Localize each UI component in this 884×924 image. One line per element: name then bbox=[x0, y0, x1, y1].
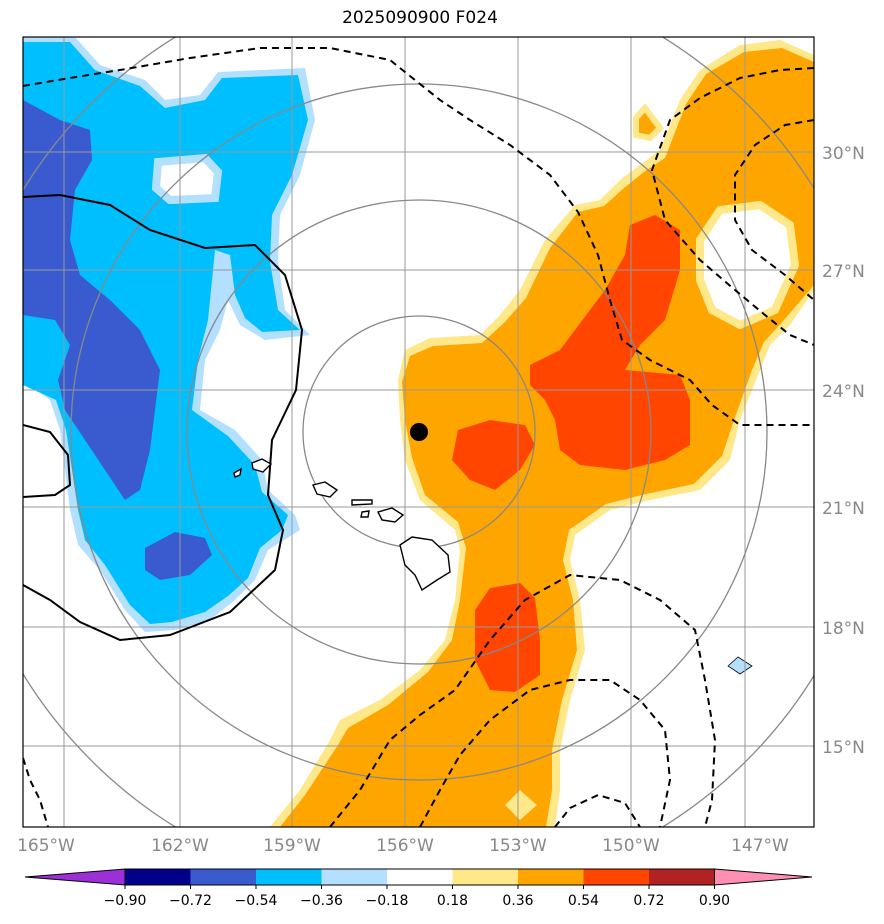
island-coastlines bbox=[233, 458, 451, 592]
colorbar-tick-label: 0.36 bbox=[502, 893, 533, 909]
red-orange-core-mid bbox=[452, 420, 535, 490]
colorbar: −0.90 −0.72 −0.54 −0.36 −0.18 0.18 0.36 0.54 0.7… bbox=[24, 868, 813, 909]
island-big bbox=[399, 536, 451, 592]
colorbar-bin bbox=[583, 869, 649, 885]
lat-ticks: 30°N 27°N 24°N 21°N 18°N 15°N bbox=[822, 144, 865, 758]
white-hole-east bbox=[696, 200, 800, 330]
colorbar-bin bbox=[256, 869, 322, 885]
colorbar-bin bbox=[452, 869, 518, 885]
colorbar-extend-low bbox=[24, 868, 126, 886]
colorbar-outline bbox=[124, 868, 715, 886]
red-orange-core-south bbox=[475, 583, 540, 692]
deep-blue-blob bbox=[145, 532, 212, 580]
island-niihau bbox=[233, 467, 242, 478]
colorbar-bin bbox=[190, 869, 256, 885]
lat-tick-label: 18°N bbox=[822, 619, 865, 639]
colorbar-tick-label: −0.18 bbox=[366, 893, 409, 909]
lon-tick-label: 165°W bbox=[17, 836, 75, 856]
colorbar-tick-label: 0.72 bbox=[633, 893, 664, 909]
dashed-contours bbox=[23, 47, 814, 827]
lat-tick-label: 15°N bbox=[822, 738, 865, 758]
colorbar-tick-label: 0.54 bbox=[568, 893, 599, 909]
colorbar-tick-label: −0.90 bbox=[104, 893, 147, 909]
lon-tick-label: 147°W bbox=[731, 836, 789, 856]
colorbar-bin bbox=[387, 869, 453, 885]
lon-tick-label: 162°W bbox=[151, 836, 209, 856]
colorbar-bin bbox=[125, 869, 191, 885]
colorbar-tick-label: 0.90 bbox=[699, 893, 730, 909]
colorbar-bin bbox=[649, 869, 715, 885]
lat-tick-label: 24°N bbox=[822, 382, 865, 402]
plot-frame bbox=[22, 36, 815, 828]
lon-tick-label: 150°W bbox=[602, 836, 660, 856]
lat-tick-label: 27°N bbox=[822, 262, 865, 282]
solid-contour bbox=[23, 193, 304, 642]
colorbar-tick-label: −0.36 bbox=[300, 893, 343, 909]
island-molokai bbox=[351, 499, 373, 506]
lon-tick-label: 156°W bbox=[376, 836, 434, 856]
yellow-speck bbox=[505, 790, 537, 820]
map-plot-area bbox=[23, 37, 814, 827]
storm-center-marker bbox=[410, 423, 428, 441]
island-oahu bbox=[312, 481, 339, 498]
colorbar-tick-label: −0.72 bbox=[169, 893, 212, 909]
colorbar-bin bbox=[321, 869, 387, 885]
island-maui bbox=[376, 507, 405, 523]
lat-tick-label: 21°N bbox=[822, 499, 865, 519]
lat-tick-label: 30°N bbox=[822, 144, 865, 164]
island-lanai bbox=[360, 510, 370, 518]
lon-tick-label: 153°W bbox=[489, 836, 547, 856]
lon-tick-label: 159°W bbox=[263, 836, 321, 856]
light-blue-speck bbox=[727, 656, 753, 675]
colorbar-tick-label: −0.54 bbox=[235, 893, 278, 909]
deep-blue-fill bbox=[23, 100, 160, 500]
lat-lon-grid bbox=[23, 37, 814, 827]
island-kauai bbox=[251, 458, 273, 473]
orange-blob-north bbox=[633, 103, 664, 142]
sky-blue-fill bbox=[23, 42, 308, 624]
map-title: 2025090900 F024 bbox=[342, 8, 498, 28]
lon-ticks: 165°W 162°W 159°W 156°W 153°W 150°W 147°… bbox=[17, 836, 789, 856]
colorbar-extend-high bbox=[714, 868, 813, 886]
colorbar-bin bbox=[518, 869, 584, 885]
colorbar-tick-label: 0.18 bbox=[437, 893, 468, 909]
orange-fill bbox=[280, 48, 814, 827]
positive-anomaly-field bbox=[270, 40, 814, 827]
